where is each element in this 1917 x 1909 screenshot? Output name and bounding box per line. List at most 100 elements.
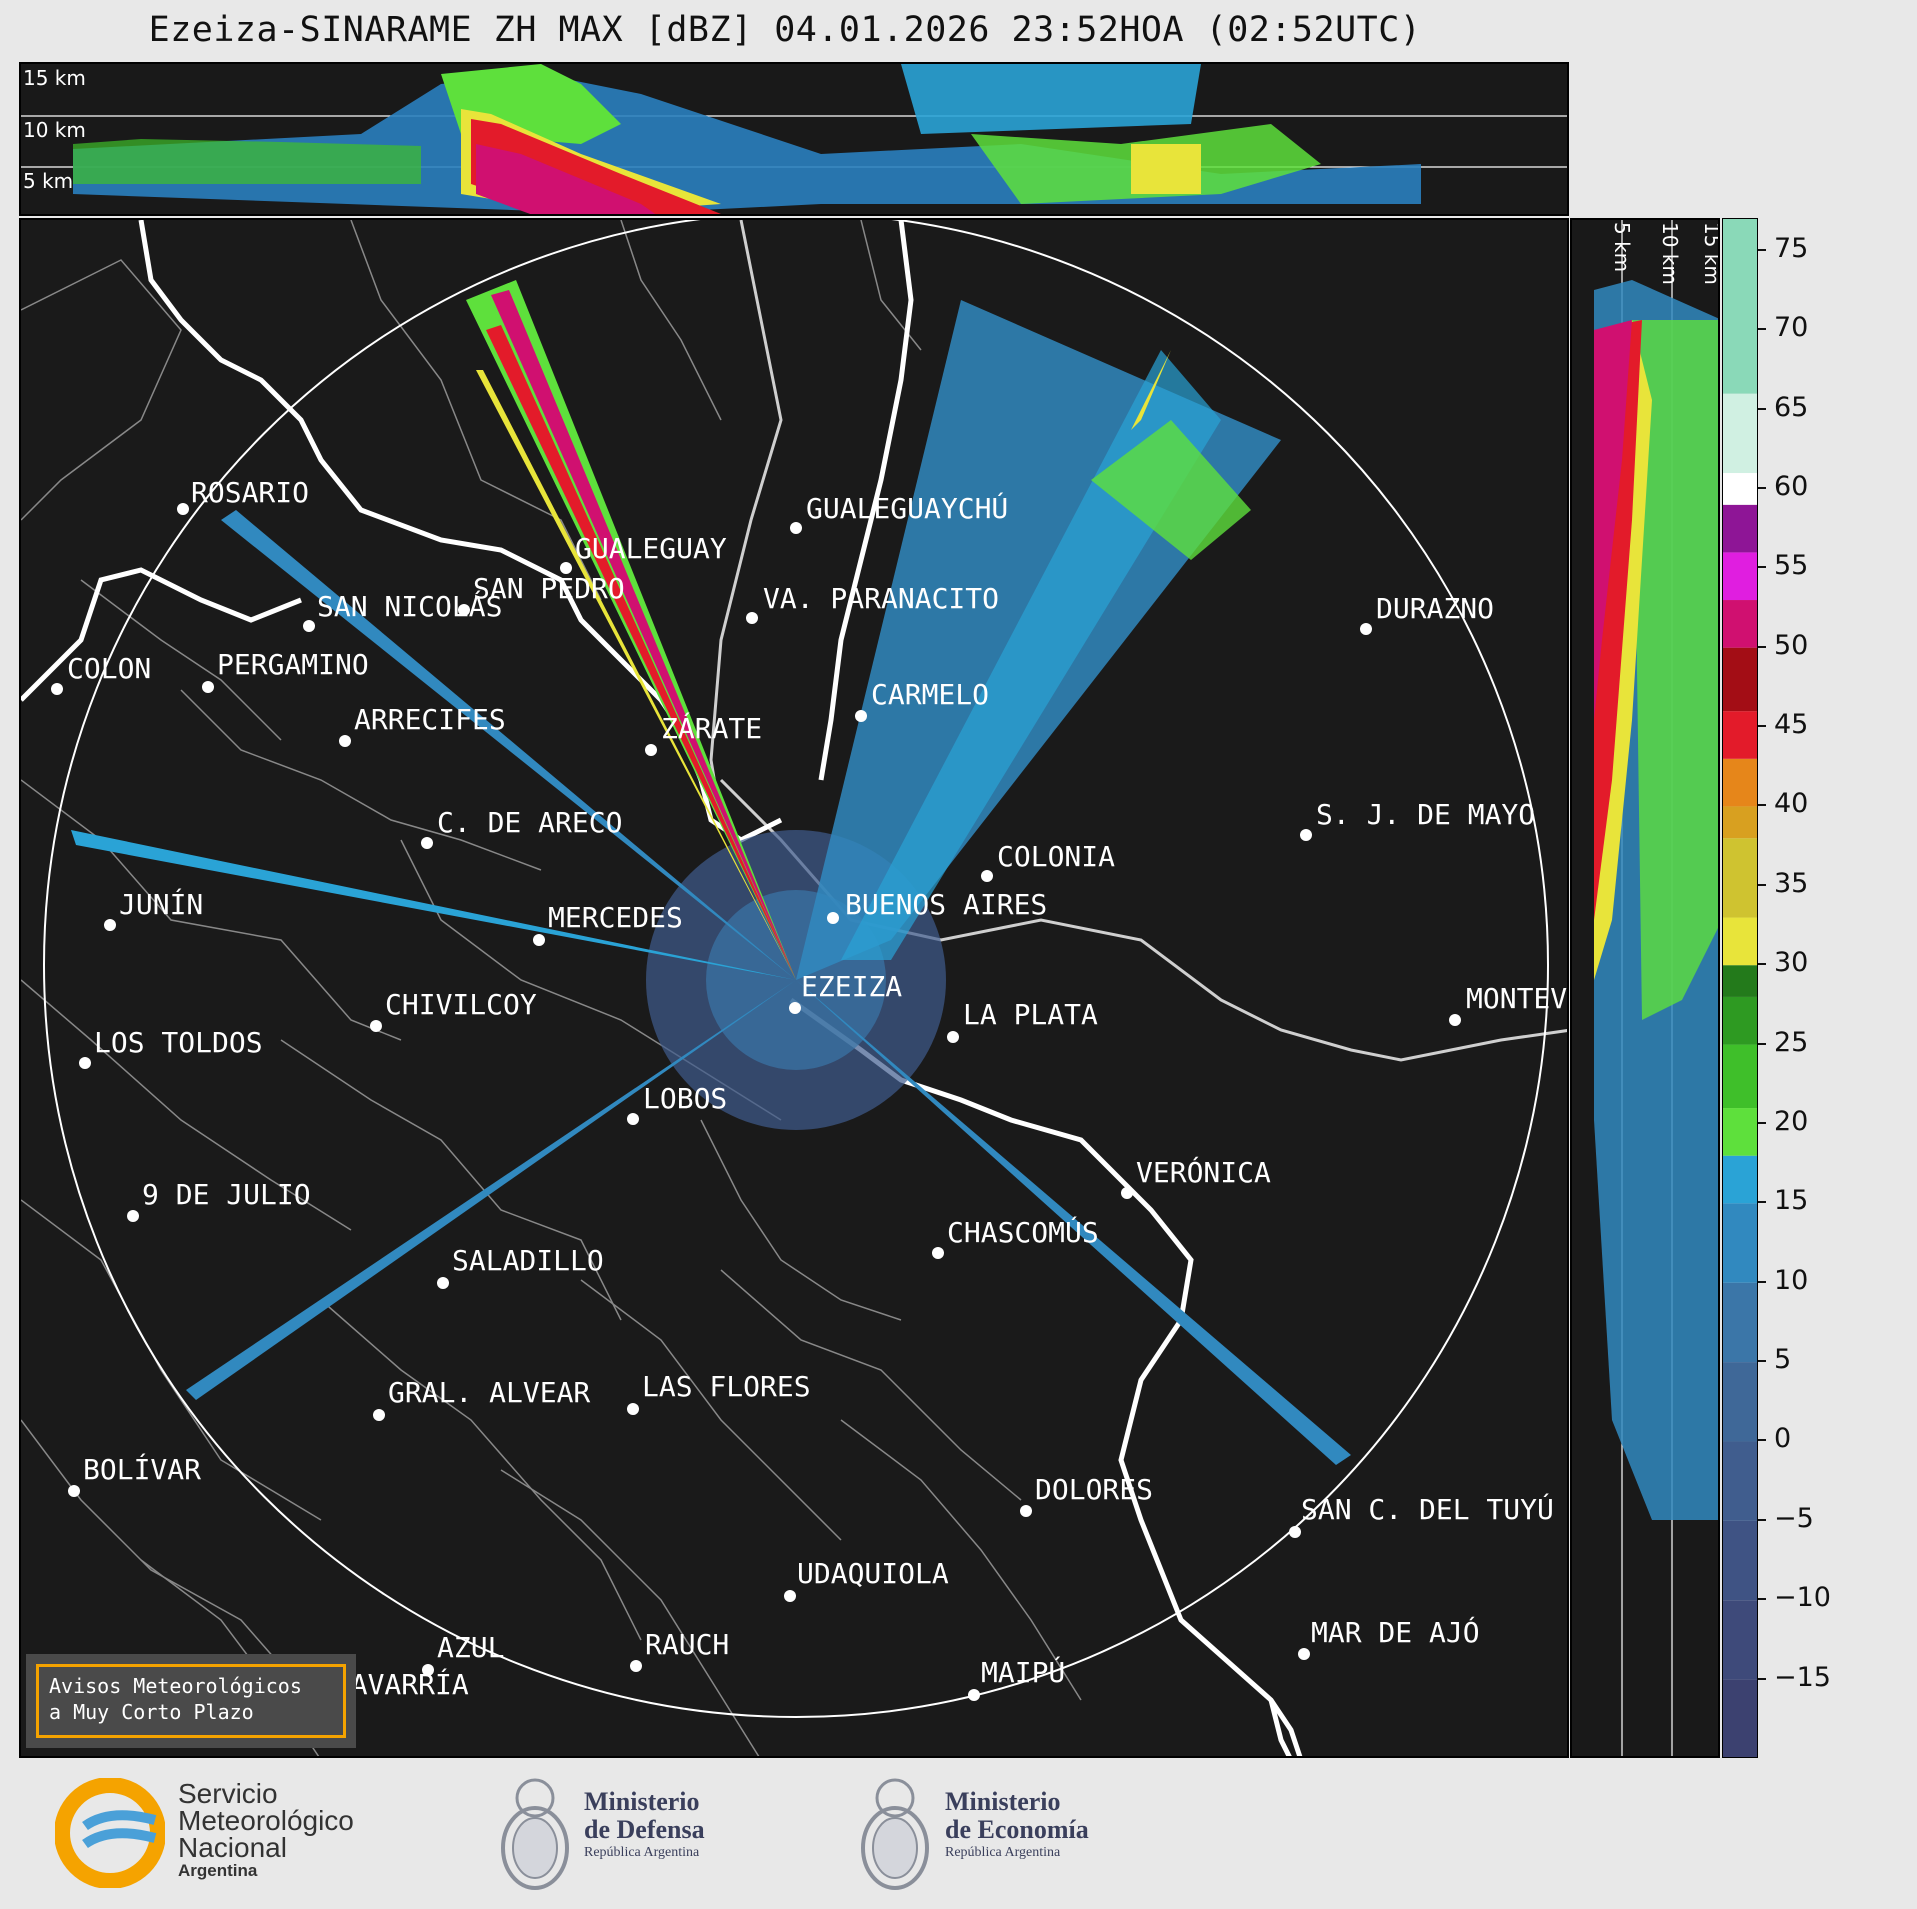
colorbar-tick-text: −10 bbox=[1774, 1582, 1831, 1614]
colorbar-segment bbox=[1723, 1679, 1757, 1757]
colorbar-tick-text: 25 bbox=[1774, 1026, 1809, 1058]
km-label-15: 15 km bbox=[23, 66, 86, 90]
city-dot bbox=[1300, 829, 1312, 841]
radar-echoes bbox=[71, 280, 1351, 1465]
river-uruguay bbox=[709, 220, 783, 821]
side-km-label-5: 5 km bbox=[1610, 222, 1634, 273]
city-dot bbox=[104, 919, 116, 931]
economia-line-3: República Argentina bbox=[945, 1845, 1061, 1860]
district-boundaries bbox=[21, 220, 1082, 1756]
colorbar-tick-text: 40 bbox=[1774, 788, 1809, 820]
city-dot bbox=[1449, 1014, 1461, 1026]
colorbar-tick-text: 75 bbox=[1774, 232, 1809, 264]
city-label-arrecifes: ARRECIFES bbox=[354, 703, 506, 736]
city-dot bbox=[177, 503, 189, 515]
city-label-durazno: DURAZNO bbox=[1376, 592, 1495, 625]
smn-line-1: Servicio bbox=[178, 1778, 278, 1809]
colorbar-segment bbox=[1723, 393, 1757, 474]
city-dot bbox=[79, 1057, 91, 1069]
colorbar-tick-text: 45 bbox=[1774, 709, 1809, 741]
colorbar-tick-text: 30 bbox=[1774, 947, 1809, 979]
defensa-line-3: República Argentina bbox=[584, 1845, 700, 1860]
colorbar-segment bbox=[1723, 1282, 1757, 1363]
warning-line-2: a Muy Corto Plazo bbox=[49, 1700, 254, 1724]
colorbar-tick-text: 35 bbox=[1774, 867, 1809, 899]
city-dot bbox=[127, 1210, 139, 1222]
city-label-carmelo: CARMELO bbox=[871, 678, 990, 711]
city-label-dolores: DOLORES bbox=[1035, 1473, 1154, 1506]
city-dot bbox=[627, 1113, 639, 1125]
city-dot bbox=[789, 1002, 801, 1014]
city-dot bbox=[370, 1020, 382, 1032]
smn-logo bbox=[54, 1777, 166, 1889]
side-km-label-15: 15 km bbox=[1700, 222, 1720, 285]
warning-line-1: Avisos Meteorológicos bbox=[49, 1674, 302, 1698]
city-dot bbox=[746, 612, 758, 624]
city-dot bbox=[373, 1409, 385, 1421]
city-dot bbox=[784, 1590, 796, 1602]
colorbar-segment bbox=[1723, 219, 1757, 394]
defensa-line-2: de Defensa bbox=[584, 1815, 705, 1844]
city-label-azul: AZUL bbox=[437, 1631, 505, 1664]
city-dot bbox=[1121, 1187, 1133, 1199]
city-label-rosario: ROSARIO bbox=[191, 476, 310, 509]
city-label-lobos: LOBOS bbox=[643, 1082, 728, 1115]
colorbar-segment bbox=[1723, 711, 1757, 759]
city-label-bolivar: BOLÍVAR bbox=[83, 1453, 202, 1486]
footer: Servicio Meteorológico Nacional Argentin… bbox=[0, 1758, 1917, 1909]
city-dot bbox=[1298, 1648, 1310, 1660]
city-dot bbox=[533, 934, 545, 946]
city-dot bbox=[421, 837, 433, 849]
colorbar-tick-text: 5 bbox=[1774, 1344, 1792, 1376]
colorbar-tick-text: 65 bbox=[1774, 391, 1809, 423]
city-dot bbox=[303, 620, 315, 632]
colorbar-segment bbox=[1723, 996, 1757, 1045]
city-label-chascomus: CHASCOMÚS bbox=[947, 1216, 1099, 1249]
colorbar-tick-text: 70 bbox=[1774, 312, 1809, 344]
city-label-las-flores: LAS FLORES bbox=[642, 1370, 811, 1403]
city-label-saladillo: SALADILLO bbox=[452, 1244, 604, 1277]
side-height-profile: 5 km 10 km 15 km bbox=[1570, 218, 1720, 1758]
city-dot bbox=[947, 1031, 959, 1043]
city-label-veronica: VERÓNICA bbox=[1136, 1156, 1271, 1189]
colorbar-segment bbox=[1723, 806, 1757, 839]
side-km-label-10: 10 km bbox=[1658, 222, 1682, 285]
city-dot bbox=[932, 1247, 944, 1259]
colorbar bbox=[1722, 218, 1758, 1758]
city-dot bbox=[51, 683, 63, 695]
economia-line-2: de Economía bbox=[945, 1815, 1089, 1844]
city-label-gral-alvear: GRAL. ALVEAR bbox=[388, 1376, 591, 1409]
colorbar-segment bbox=[1723, 600, 1757, 648]
city-label-la-plata: LA PLATA bbox=[963, 998, 1098, 1031]
smn-line-3: Nacional bbox=[178, 1832, 287, 1863]
map-title: Ezeiza-SINARAME ZH MAX [dBZ] 04.01.2026 … bbox=[148, 10, 1422, 50]
defensa-line-1: Ministerio bbox=[584, 1787, 700, 1816]
city-label-montevideo: MONTEV bbox=[1466, 982, 1568, 1015]
city-label-maipu: MAIPÚ bbox=[981, 1656, 1066, 1689]
city-dot bbox=[68, 1485, 80, 1497]
colorbar-segment bbox=[1723, 1203, 1757, 1283]
city-label-zarate: ZÁRATE bbox=[661, 712, 763, 745]
city-dot bbox=[1020, 1505, 1032, 1517]
colorbar-segment bbox=[1723, 504, 1757, 553]
colorbar-tick-text: 15 bbox=[1774, 1185, 1809, 1217]
city-dot bbox=[645, 744, 657, 756]
city-dot bbox=[630, 1660, 642, 1672]
city-label-colon: COLON bbox=[67, 652, 152, 685]
coat-of-arms-icon bbox=[495, 1773, 575, 1893]
city-label-pergamino: PERGAMINO bbox=[217, 648, 369, 681]
colorbar-tick-text: 20 bbox=[1774, 1105, 1809, 1137]
city-dot bbox=[458, 604, 470, 616]
colorbar-segment bbox=[1723, 647, 1757, 712]
coat-of-arms-icon bbox=[855, 1773, 935, 1893]
colorbar-tick-text: 50 bbox=[1774, 629, 1809, 661]
km-label-5: 5 km bbox=[23, 169, 74, 193]
city-label-junin: JUNÍN bbox=[119, 888, 204, 921]
colorbar-tick-text: −15 bbox=[1774, 1661, 1831, 1693]
city-dot bbox=[339, 735, 351, 747]
colorbar-segment bbox=[1723, 1044, 1757, 1109]
colorbar-segment bbox=[1723, 838, 1757, 918]
colorbar-ticks: 75 70 65 60 55 50 45 40 35 30 25 20 15 10 5 0 −5 −10 −15 bbox=[1758, 218, 1898, 1758]
city-label-mar-de-ajo: MAR DE AJÓ bbox=[1311, 1616, 1480, 1649]
city-dot bbox=[1289, 1526, 1301, 1538]
